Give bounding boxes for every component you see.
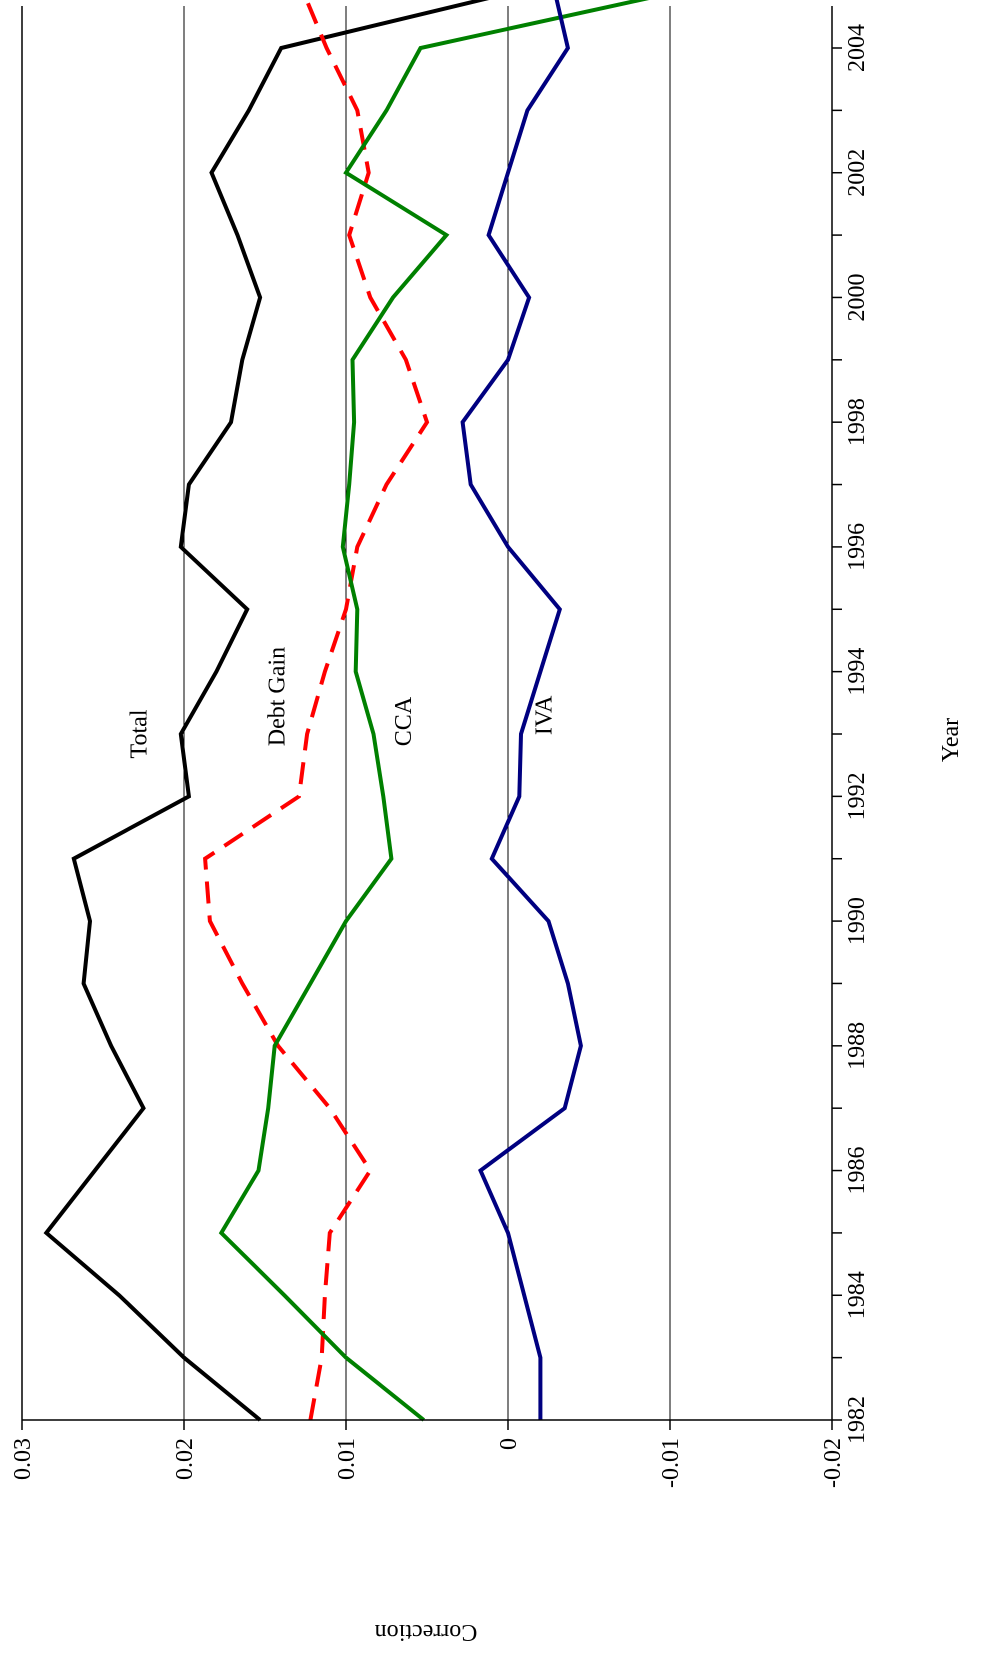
y-axis-ticks: -0.02 -0.01 0 0.01 0.02 0.03	[10, 1420, 846, 1488]
year-tick-label: 2002	[844, 149, 870, 197]
value-tick-label: 0.02	[172, 1438, 198, 1480]
year-tick-label: 2004	[844, 24, 870, 72]
series-line-total	[43, 0, 490, 1422]
year-tick-label: 1996	[844, 523, 870, 571]
gridlines	[183, 6, 671, 1420]
value-tick-label: 0.01	[334, 1438, 360, 1480]
series-line-iva	[460, 0, 583, 1420]
value-tick-label: 0	[496, 1438, 522, 1450]
value-tick-label: -0.02	[820, 1438, 846, 1488]
year-tick-label: 1982	[844, 1396, 870, 1444]
year-tick-label: 1990	[844, 897, 870, 945]
plot-frame	[21, 6, 833, 1421]
series-lines	[43, 0, 650, 1422]
series-line-debt-gain	[203, 0, 430, 1421]
year-tick-label: 1992	[844, 772, 870, 820]
series-annotation: Total	[127, 709, 153, 758]
series-annotation: CCA	[391, 696, 417, 746]
year-tick-label: 1994	[844, 648, 870, 696]
year-tick-label: 1986	[844, 1147, 870, 1195]
series-annotations: Total Debt Gain CCA IVA	[127, 647, 558, 759]
value-tick-label: 0.03	[10, 1438, 36, 1480]
x-axis-label: Year	[938, 718, 964, 762]
value-tick-label: -0.01	[658, 1438, 684, 1488]
series-line-cca	[218, 0, 650, 1422]
year-tick-label: 1984	[844, 1271, 870, 1319]
year-tick-label: 1988	[844, 1022, 870, 1070]
y-axis-label: Correction	[375, 1619, 478, 1645]
series-annotation: IVA	[532, 695, 558, 735]
series-annotation: Debt Gain	[264, 647, 290, 746]
year-tick-label: 2000	[844, 273, 870, 321]
year-tick-label: 1998	[844, 398, 870, 446]
x-axis-ticks: 1982 1984 1986 1988 1990 1992 1994 1996 1998 2000…	[832, 24, 870, 1444]
